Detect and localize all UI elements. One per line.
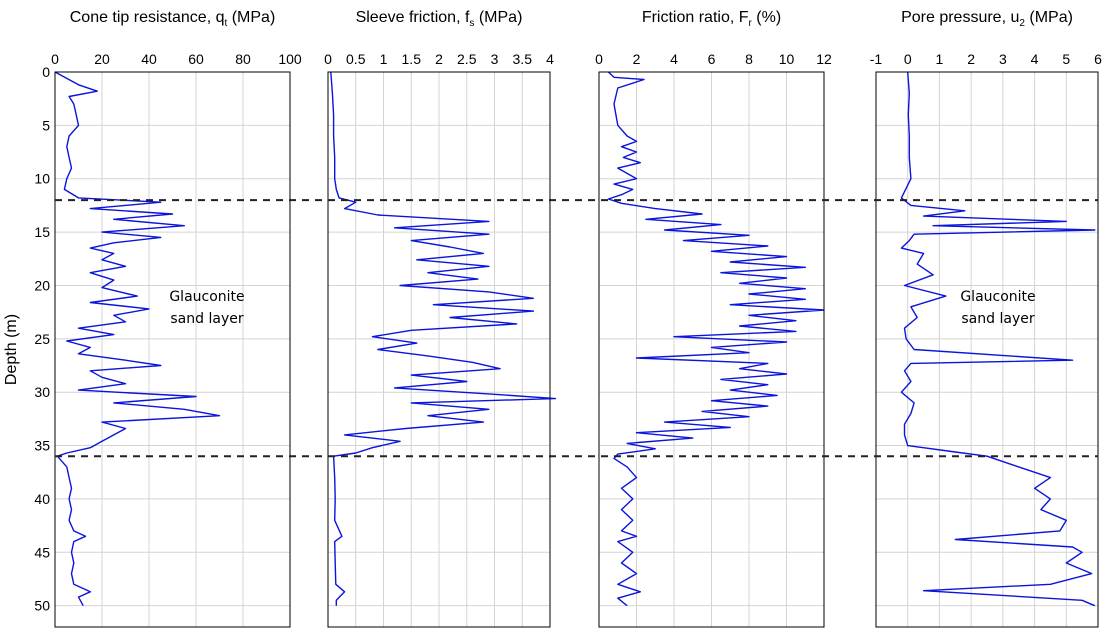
y-tick-label-2: 10 xyxy=(34,171,50,187)
panel-title-1: Cone tip resistance, qt (MPa) xyxy=(70,9,276,29)
x-tick-label-4-6: 5 xyxy=(1062,51,1070,67)
y-tick-label-10: 50 xyxy=(34,598,50,614)
y-tick-label-4: 20 xyxy=(34,277,50,293)
y-axis-label: Depth (m) xyxy=(3,314,20,385)
panel-title-2: Sleeve friction, fs (MPa) xyxy=(356,9,523,29)
x-tick-label-1-0: 0 xyxy=(51,51,59,67)
x-tick-label-3-3: 6 xyxy=(708,51,716,67)
x-tick-label-4-7: 6 xyxy=(1094,51,1102,67)
panel-title-main: Cone tip resistance, q xyxy=(70,9,225,26)
x-tick-label-3-0: 0 xyxy=(595,51,603,67)
panel-title-subscript: t xyxy=(224,18,227,29)
data-line-4 xyxy=(900,71,1096,607)
x-tick-label-1-4: 80 xyxy=(235,51,251,67)
y-tick-label-7: 35 xyxy=(34,438,50,454)
x-tick-label-2-7: 3.5 xyxy=(513,51,533,67)
panel-title-unit: (%) xyxy=(752,9,781,26)
x-tick-label-2-8: 4 xyxy=(546,51,554,67)
panel-title-subscript: s xyxy=(469,18,474,29)
data-line-1 xyxy=(54,71,221,607)
annotation-glauconite-1-0: Glauconite xyxy=(169,289,244,305)
panel-frame-4 xyxy=(875,71,1099,628)
x-tick-label-2-1: 0.5 xyxy=(346,51,366,67)
y-tick-label-8: 40 xyxy=(34,491,50,507)
annotation-glauconite-1-1: sand layer xyxy=(170,311,243,327)
panel-frame-3 xyxy=(598,71,825,628)
panel-title-subscript: 2 xyxy=(1019,18,1025,29)
x-tick-label-4-1: 0 xyxy=(904,51,912,67)
panel-title-subscript: r xyxy=(749,18,753,29)
x-tick-label-4-2: 1 xyxy=(936,51,944,67)
x-tick-label-3-1: 2 xyxy=(633,51,641,67)
y-tick-label-1: 5 xyxy=(42,117,50,133)
panel-title-main: Pore pressure, u xyxy=(901,9,1019,26)
y-tick-label-6: 30 xyxy=(34,384,50,400)
x-tick-label-3-5: 10 xyxy=(779,51,795,67)
x-tick-label-4-4: 3 xyxy=(999,51,1007,67)
annotation-glauconite-4-0: Glauconite xyxy=(960,289,1035,305)
panel-title-unit: (MPa) xyxy=(227,9,275,26)
x-tick-label-1-1: 20 xyxy=(94,51,110,67)
x-tick-label-1-5: 100 xyxy=(278,51,302,67)
x-tick-label-3-6: 12 xyxy=(816,51,832,67)
x-tick-label-2-6: 3 xyxy=(491,51,499,67)
panel-title-3: Friction ratio, Fr (%) xyxy=(642,9,781,29)
data-line-3 xyxy=(607,71,825,607)
x-tick-label-2-0: 0 xyxy=(324,51,332,67)
x-tick-label-2-2: 1 xyxy=(380,51,388,67)
x-tick-label-4-3: 2 xyxy=(967,51,975,67)
panel-frame-1 xyxy=(54,71,291,628)
layer-boundary-lines xyxy=(55,199,1098,458)
panel-title-4: Pore pressure, u2 (MPa) xyxy=(901,9,1073,29)
y-tick-label-0: 0 xyxy=(42,64,50,80)
x-tick-label-3-4: 8 xyxy=(745,51,753,67)
y-tick-label-5: 25 xyxy=(34,331,50,347)
panel-frame-2 xyxy=(327,71,551,628)
data-line-2 xyxy=(330,71,557,606)
x-tick-label-2-4: 2 xyxy=(435,51,443,67)
panel-2: 0 0.5 1 1.5 2 2.5 3 3.5 4 Sleeve friction, fs (MP… xyxy=(324,9,557,628)
x-tick-label-4-5: 4 xyxy=(1031,51,1039,67)
x-tick-label-1-3: 60 xyxy=(188,51,204,67)
annotation-glauconite-4-1: sand layer xyxy=(961,311,1034,327)
panel-1: 0 20 40 60 80 100 Cone tip resistance, qt (MPa… xyxy=(51,9,302,628)
panel-title-main: Friction ratio, F xyxy=(642,9,749,26)
y-tick-label-9: 45 xyxy=(34,544,50,560)
panel-title-main: Sleeve friction, f xyxy=(356,9,470,26)
panel-title-unit: (MPa) xyxy=(474,9,522,26)
panel-3: 0 2 4 6 8 10 12 Friction ratio, Fr (%) xyxy=(595,9,832,628)
x-tick-label-3-2: 4 xyxy=(670,51,678,67)
x-tick-label-1-2: 40 xyxy=(141,51,157,67)
y-tick-label-3: 15 xyxy=(34,224,50,240)
x-tick-label-2-5: 2.5 xyxy=(457,51,477,67)
panel-title-unit: (MPa) xyxy=(1025,9,1073,26)
x-tick-label-4-0: -1 xyxy=(870,51,883,67)
x-tick-label-2-3: 1.5 xyxy=(402,51,422,67)
